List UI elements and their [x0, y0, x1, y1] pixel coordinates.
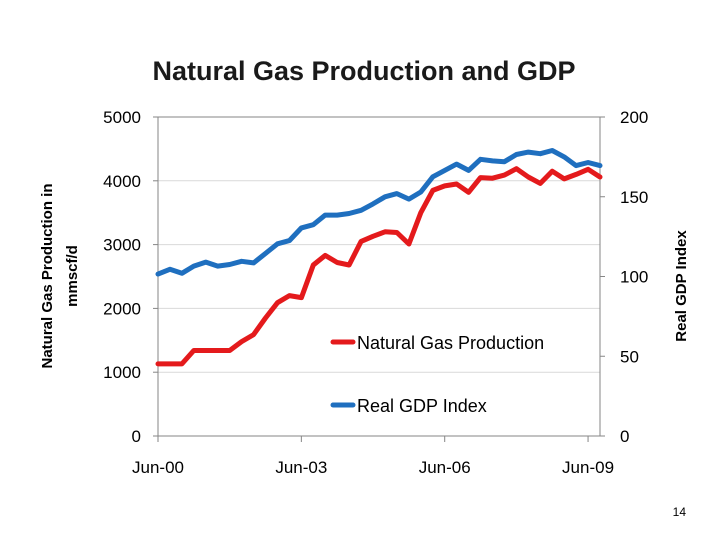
right-tick-label: 150 [620, 188, 648, 207]
right-tick-label: 200 [620, 108, 648, 127]
left-axis-title-line-2: mmscf/d [64, 245, 81, 307]
right-tick-label: 0 [620, 427, 629, 446]
right-tick-label: 100 [620, 268, 648, 287]
right-tick-label: 50 [620, 347, 639, 366]
series-layer [155, 148, 603, 367]
plot-grid [158, 180, 600, 373]
x-tick-label: Jun-03 [275, 458, 327, 477]
legend-label-natural-gas: Natural Gas Production [357, 333, 544, 353]
legend: Natural Gas Production Real GDP Index [330, 333, 544, 416]
x-tick-label: Jun-00 [132, 458, 184, 477]
legend-label-gdp: Real GDP Index [357, 396, 487, 416]
x-tick-label: Jun-09 [562, 458, 614, 477]
left-tick-label: 4000 [103, 172, 141, 191]
left-tick-label: 5000 [103, 108, 141, 127]
left-tick-label: 0 [132, 427, 141, 446]
left-tick-label: 3000 [103, 236, 141, 255]
right-axis-title: Real GDP Index [673, 230, 690, 342]
left-axis-ticks: 0 1000 2000 3000 4000 5000 [103, 108, 158, 446]
chart-title: Natural Gas Production and GDP [152, 56, 575, 86]
left-tick-label: 1000 [103, 363, 141, 382]
left-axis-title-line-1: Natural Gas Production in [39, 183, 56, 368]
plot-area-frame [157, 116, 601, 437]
left-tick-label: 2000 [103, 299, 141, 318]
x-axis-ticks: Jun-00 Jun-03 Jun-06 Jun-09 [132, 436, 614, 477]
x-tick-label: Jun-06 [419, 458, 471, 477]
right-axis-ticks: 0 50 100 150 200 [600, 108, 648, 446]
slide-page-number: 14 [673, 505, 687, 519]
series-line-real-gdp-index [155, 148, 603, 277]
series-line-natural-gas-production [155, 166, 603, 367]
